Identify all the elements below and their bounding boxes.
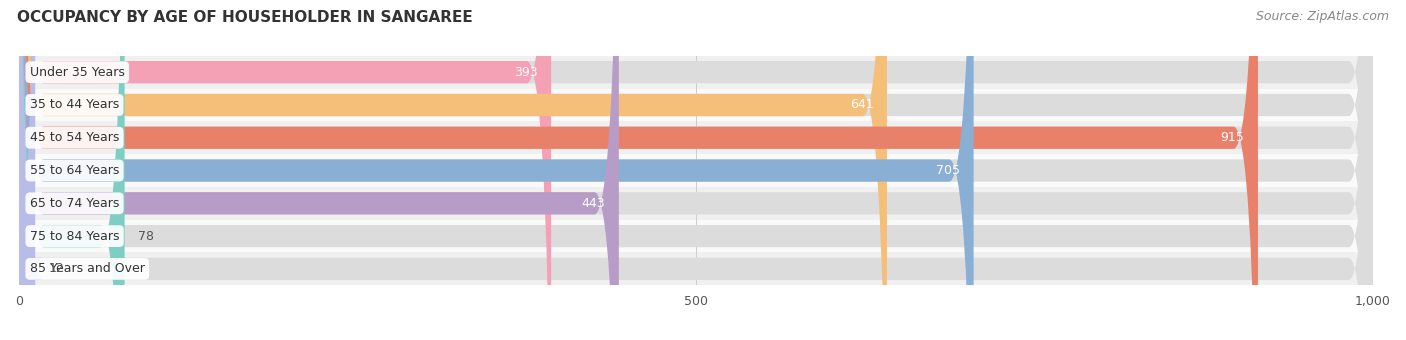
FancyBboxPatch shape	[20, 0, 1258, 340]
FancyBboxPatch shape	[20, 0, 973, 340]
Text: 85 Years and Over: 85 Years and Over	[30, 262, 145, 275]
FancyBboxPatch shape	[20, 0, 1374, 340]
Text: Source: ZipAtlas.com: Source: ZipAtlas.com	[1256, 10, 1389, 23]
Text: 35 to 44 Years: 35 to 44 Years	[30, 99, 120, 112]
FancyBboxPatch shape	[20, 0, 1374, 340]
Bar	[20, 154, 1374, 187]
Bar	[20, 89, 1374, 121]
FancyBboxPatch shape	[20, 0, 1374, 340]
Text: 12: 12	[49, 262, 65, 275]
FancyBboxPatch shape	[20, 0, 887, 340]
Text: 443: 443	[582, 197, 606, 210]
Bar	[20, 187, 1374, 220]
Bar	[20, 121, 1374, 154]
FancyBboxPatch shape	[20, 0, 619, 340]
FancyBboxPatch shape	[20, 0, 125, 340]
FancyBboxPatch shape	[20, 0, 1374, 340]
Text: OCCUPANCY BY AGE OF HOUSEHOLDER IN SANGAREE: OCCUPANCY BY AGE OF HOUSEHOLDER IN SANGA…	[17, 10, 472, 25]
Bar	[20, 253, 1374, 285]
Text: 45 to 54 Years: 45 to 54 Years	[30, 131, 120, 144]
Text: 65 to 74 Years: 65 to 74 Years	[30, 197, 120, 210]
Text: 641: 641	[849, 99, 873, 112]
Text: 915: 915	[1220, 131, 1244, 144]
FancyBboxPatch shape	[20, 0, 1374, 340]
FancyBboxPatch shape	[20, 0, 1374, 340]
Bar	[20, 56, 1374, 89]
FancyBboxPatch shape	[20, 0, 1374, 340]
Text: Under 35 Years: Under 35 Years	[30, 66, 125, 79]
Text: 393: 393	[515, 66, 537, 79]
Text: 705: 705	[936, 164, 960, 177]
Text: 78: 78	[138, 230, 155, 243]
Text: 75 to 84 Years: 75 to 84 Years	[30, 230, 120, 243]
FancyBboxPatch shape	[20, 0, 551, 340]
Text: 55 to 64 Years: 55 to 64 Years	[30, 164, 120, 177]
FancyBboxPatch shape	[11, 0, 44, 340]
Bar	[20, 220, 1374, 253]
